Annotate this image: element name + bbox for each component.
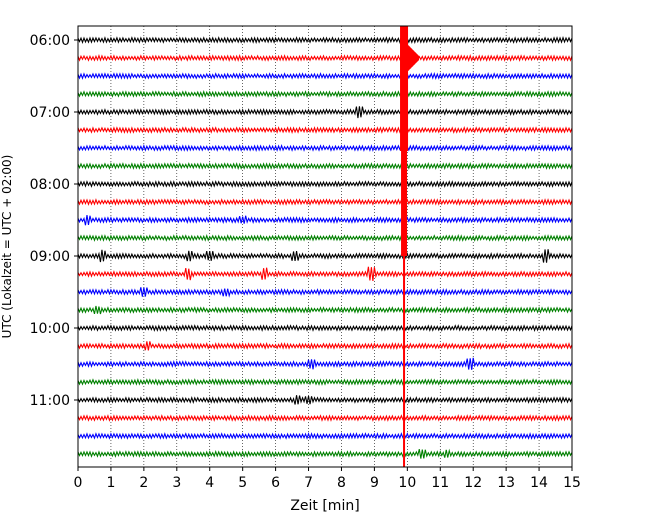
x-tick-label-4: 4: [205, 475, 214, 491]
x-tick-label-2: 2: [139, 475, 148, 491]
x-axis-ticks: 0 1 2 3 4 5 6 7 8 9 10 11 12 13 14 15: [74, 467, 581, 491]
x-tick-label-5: 5: [238, 475, 247, 491]
trace-0615: [77, 53, 573, 62]
trace-0845: [77, 234, 573, 242]
trace-0815: [77, 198, 573, 206]
x-tick-label-15: 15: [563, 475, 581, 491]
y-tick-label-0700: 07:00: [30, 105, 70, 121]
trace-1115: [77, 414, 573, 422]
trace-0600: [77, 36, 573, 44]
x-tick-label-11: 11: [431, 475, 449, 491]
x-tick-label-8: 8: [337, 475, 346, 491]
trace-0745: [77, 161, 573, 170]
x-tick-label-14: 14: [530, 475, 548, 491]
y-tick-label-0600: 06:00: [30, 33, 70, 49]
y-axis-label: UTC (Lokalzeit = UTC + 02:00): [0, 155, 14, 339]
y-tick-label-1000: 10:00: [30, 321, 70, 337]
y-axis-ticks: 06:00 07:00 08:00 09:00 10:00 11:00: [30, 33, 78, 409]
trace-0630: [77, 72, 573, 80]
seismogram-traces: [77, 36, 573, 459]
event-burst: [400, 37, 420, 78]
trace-1100: [77, 395, 573, 405]
trace-1000: [77, 324, 573, 332]
trace-0830: [77, 215, 573, 226]
x-tick-label-12: 12: [464, 475, 482, 491]
x-tick-label-13: 13: [497, 475, 515, 491]
earthquake-signal: [400, 26, 420, 467]
trace-0900: [77, 249, 573, 263]
trace-0915: [77, 266, 573, 281]
trace-1045: [77, 378, 573, 386]
y-tick-label-0900: 09:00: [30, 249, 70, 265]
y-tick-label-0800: 08:00: [30, 177, 70, 193]
x-tick-label-3: 3: [172, 475, 181, 491]
trace-0730: [77, 144, 573, 152]
trace-0700: [77, 106, 573, 119]
event-band-strong: [400, 26, 409, 151]
plot-frame: [77, 25, 573, 468]
x-tick-label-6: 6: [271, 475, 280, 491]
x-tick-label-10: 10: [398, 475, 416, 491]
trace-0715: [77, 126, 573, 134]
y-tick-label-1100: 11:00: [30, 393, 70, 409]
trace-0800: [77, 180, 573, 188]
x-tick-label-1: 1: [106, 475, 115, 491]
trace-1130: [77, 431, 573, 441]
trace-1030: [77, 357, 573, 370]
x-tick-label-9: 9: [370, 475, 379, 491]
x-tick-label-0: 0: [74, 475, 83, 491]
trace-0945: [77, 305, 573, 315]
trace-1145: [77, 448, 573, 459]
event-band-medium: [401, 151, 408, 256]
x-tick-label-7: 7: [304, 475, 313, 491]
trace-0930: [77, 287, 573, 298]
x-axis-label: Zeit [min]: [290, 498, 359, 514]
trace-0645: [77, 90, 573, 98]
trace-1015: [77, 341, 573, 351]
